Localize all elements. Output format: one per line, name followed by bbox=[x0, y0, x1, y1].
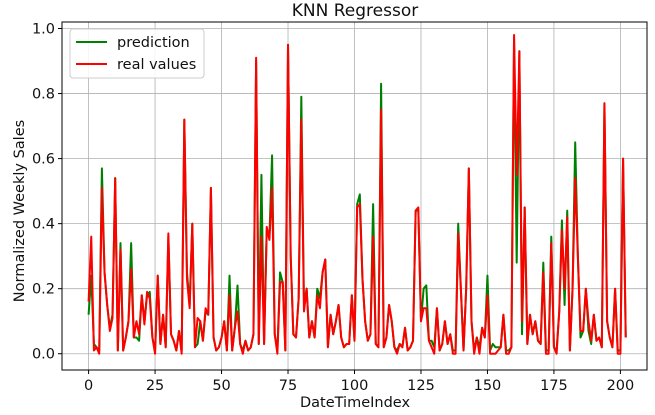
x-axis-ticks: 0 25 50 75 100 125 150 175 200 bbox=[84, 370, 634, 394]
legend-label-prediction: prediction bbox=[117, 35, 190, 51]
series-lines bbox=[87, 34, 627, 355]
x-tick-label: 50 bbox=[212, 378, 230, 394]
y-tick-label: 0.6 bbox=[32, 152, 55, 168]
x-tick-label: 200 bbox=[607, 378, 635, 394]
x-tick-label: 150 bbox=[474, 378, 502, 394]
legend: prediction real values bbox=[69, 28, 205, 79]
x-axis-label: DateTimeIndex bbox=[300, 395, 410, 411]
chart-title: KNN Regressor bbox=[292, 1, 418, 21]
y-tick-label: 0.8 bbox=[32, 87, 55, 103]
y-tick-label: 1.0 bbox=[32, 22, 55, 38]
y-tick-label: 0.0 bbox=[32, 347, 55, 363]
series-line-real-values bbox=[87, 34, 627, 355]
x-tick-label: 25 bbox=[146, 378, 164, 394]
y-axis-label: Normalized Weekly Sales bbox=[12, 120, 28, 302]
x-tick-label: 75 bbox=[279, 378, 297, 394]
x-tick-label: 125 bbox=[407, 378, 435, 394]
y-tick-label: 0.2 bbox=[32, 282, 55, 298]
plot-area: 0 25 50 75 100 125 150 175 200 0.0 0.2 0.4 0.6 0.8 1.… bbox=[32, 21, 648, 394]
legend-label-real-values: real values bbox=[117, 57, 196, 73]
y-tick-label: 0.4 bbox=[32, 217, 55, 233]
x-tick-label: 0 bbox=[84, 378, 93, 394]
x-tick-label: 175 bbox=[540, 378, 568, 394]
y-axis-ticks: 0.0 0.2 0.4 0.6 0.8 1.0 bbox=[32, 22, 62, 363]
x-tick-label: 100 bbox=[341, 378, 369, 394]
